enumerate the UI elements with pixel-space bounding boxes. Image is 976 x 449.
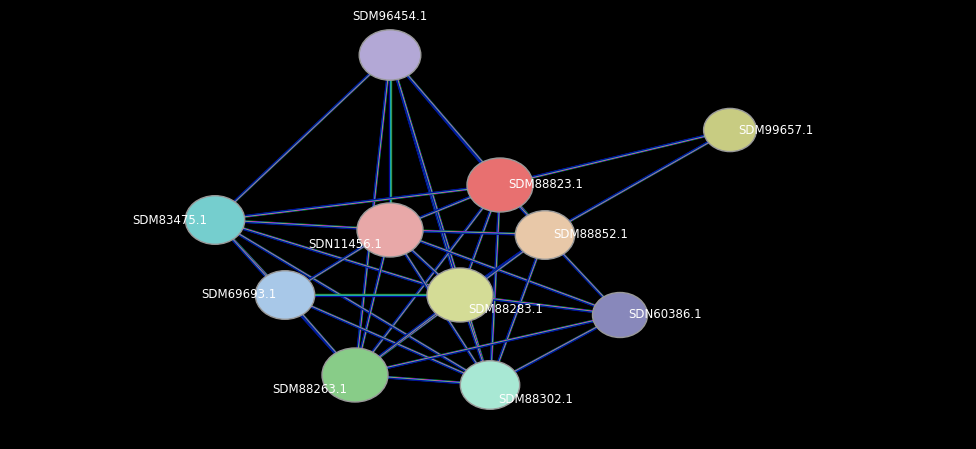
- Text: SDM96454.1: SDM96454.1: [352, 10, 427, 23]
- Text: SDN60386.1: SDN60386.1: [628, 308, 702, 321]
- Text: SDM99657.1: SDM99657.1: [738, 123, 813, 136]
- Ellipse shape: [357, 203, 423, 257]
- Ellipse shape: [359, 30, 421, 80]
- Ellipse shape: [185, 196, 245, 244]
- Ellipse shape: [427, 268, 493, 322]
- Ellipse shape: [256, 271, 314, 319]
- Ellipse shape: [592, 292, 647, 338]
- Text: SDM88823.1: SDM88823.1: [508, 179, 583, 192]
- Ellipse shape: [461, 361, 519, 409]
- Text: SDN11456.1: SDN11456.1: [308, 238, 382, 251]
- Text: SDM88283.1: SDM88283.1: [468, 303, 543, 316]
- Ellipse shape: [704, 108, 756, 152]
- Ellipse shape: [322, 348, 388, 402]
- Ellipse shape: [467, 158, 533, 212]
- Text: SDM88263.1: SDM88263.1: [272, 383, 347, 396]
- Text: SDM88852.1: SDM88852.1: [553, 229, 628, 242]
- Text: SDM83475.1: SDM83475.1: [132, 214, 207, 226]
- Ellipse shape: [515, 211, 575, 260]
- Text: SDM88302.1: SDM88302.1: [498, 393, 573, 406]
- Text: SDM69693.1: SDM69693.1: [202, 289, 277, 301]
